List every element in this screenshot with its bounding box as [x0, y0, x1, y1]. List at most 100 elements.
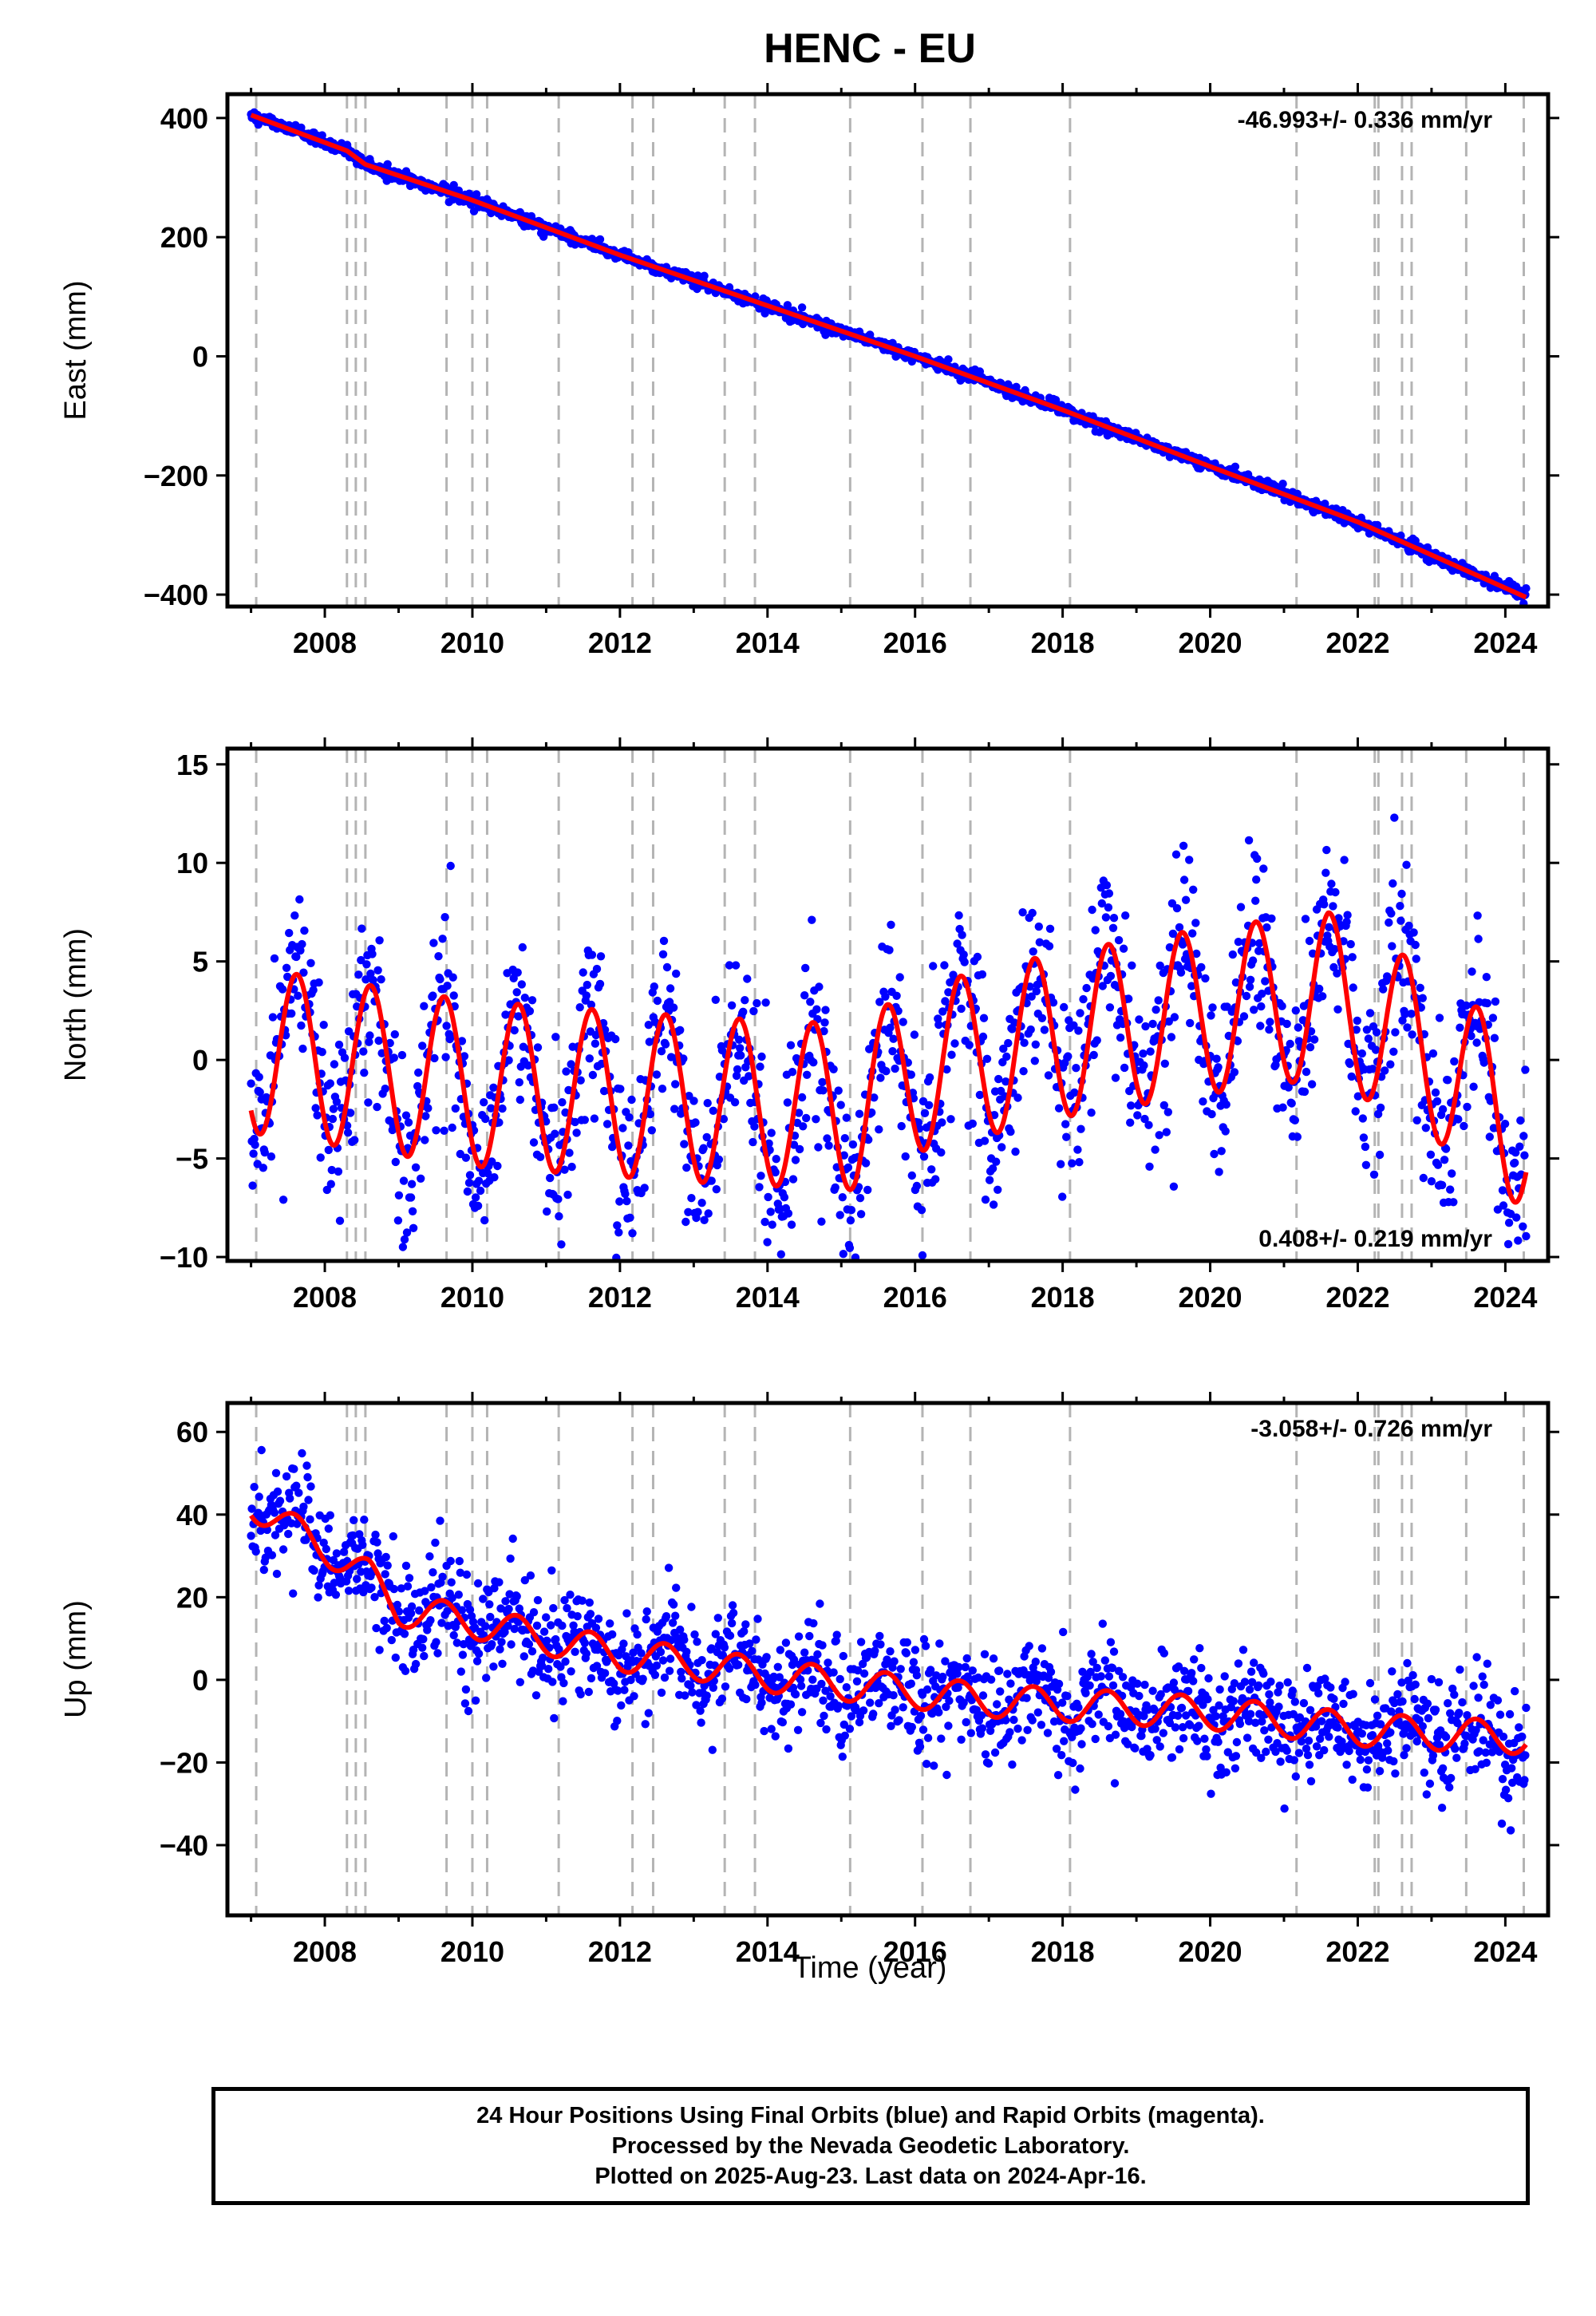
data-point: [1075, 1158, 1084, 1167]
data-point: [712, 1185, 721, 1194]
data-point: [1384, 974, 1393, 982]
data-point: [1151, 1725, 1159, 1733]
data-point: [1096, 1672, 1106, 1681]
data-point: [1522, 1231, 1531, 1241]
data-point: [1167, 1753, 1177, 1762]
data-point: [282, 963, 291, 973]
data-point: [1267, 914, 1276, 923]
data-point: [433, 1649, 442, 1658]
data-point: [791, 1690, 800, 1699]
data-point: [1179, 1733, 1188, 1743]
data-point: [934, 1708, 943, 1717]
data-point: [1341, 1678, 1349, 1686]
data-point: [1369, 1170, 1379, 1180]
data-point: [980, 1136, 990, 1145]
data-point: [375, 936, 384, 945]
data-point: [1191, 919, 1200, 927]
data-point: [1302, 1663, 1312, 1673]
data-point: [930, 1761, 938, 1770]
data-point: [1520, 1776, 1529, 1784]
data-point: [1009, 1715, 1018, 1725]
data-point: [259, 1565, 268, 1575]
data-point: [672, 1583, 681, 1592]
data-point: [657, 1688, 666, 1697]
data-point: [919, 1152, 929, 1161]
data-point: [1305, 936, 1314, 946]
data-point: [935, 1639, 944, 1648]
data-point: [432, 1638, 440, 1646]
data-point: [562, 1067, 571, 1076]
data-point: [1104, 1672, 1114, 1681]
data-point: [1451, 1745, 1460, 1753]
data-point: [1438, 1764, 1448, 1773]
data-point: [520, 994, 529, 1002]
data-point: [1127, 1101, 1136, 1110]
data-point: [1385, 918, 1393, 927]
data-point: [1207, 1109, 1216, 1119]
data-point: [1271, 1747, 1280, 1757]
data-point: [354, 970, 363, 979]
data-point: [1035, 938, 1045, 947]
data-point: [1365, 1678, 1375, 1688]
data-point: [821, 1686, 830, 1695]
data-point: [985, 1176, 994, 1184]
data-point: [1515, 1142, 1524, 1151]
data-point: [942, 1065, 951, 1074]
data-point: [679, 1054, 688, 1063]
data-point: [571, 1647, 579, 1656]
data-point: [474, 1176, 484, 1185]
data-point: [606, 1619, 614, 1628]
data-point: [519, 1652, 528, 1661]
data-point: [794, 1109, 804, 1117]
x-tick-label: 2014: [736, 626, 800, 659]
data-point: [1318, 992, 1327, 1001]
data-point: [1188, 929, 1197, 938]
data-point: [910, 1030, 919, 1039]
data-point: [501, 1597, 510, 1606]
data-point: [561, 1108, 570, 1117]
data-point: [1498, 1186, 1507, 1195]
data-point: [965, 1041, 974, 1049]
data-point: [1325, 1733, 1333, 1741]
data-point: [741, 996, 749, 1005]
data-point: [487, 1104, 496, 1113]
data-point: [316, 1153, 325, 1162]
data-point: [1178, 940, 1187, 949]
data-point: [840, 1731, 850, 1740]
data-point: [1019, 1067, 1028, 1076]
data-point: [1288, 1686, 1298, 1695]
data-point: [691, 1118, 700, 1127]
data-point: [909, 1658, 918, 1666]
data-point: [1311, 1722, 1321, 1731]
data-point: [944, 1721, 953, 1730]
data-point: [1199, 1701, 1207, 1709]
data-point: [1005, 1728, 1014, 1737]
data-point: [1504, 1219, 1514, 1227]
data-point: [1362, 1026, 1372, 1034]
data-point: [847, 1712, 856, 1721]
data-point: [929, 962, 938, 970]
data-point: [1124, 1740, 1132, 1749]
data-point: [306, 1515, 314, 1524]
data-point: [1287, 1099, 1296, 1108]
data-point: [627, 1095, 636, 1105]
data-point: [1234, 938, 1243, 947]
data-point: [464, 1706, 473, 1716]
data-point: [400, 1630, 409, 1638]
data-point: [1212, 1054, 1221, 1063]
data-point: [989, 1200, 998, 1209]
data-point: [711, 995, 720, 1005]
data-point: [255, 1088, 264, 1097]
data-point: [1215, 1685, 1224, 1694]
data-point: [302, 1461, 311, 1470]
data-point: [493, 1161, 502, 1171]
data-point: [1346, 939, 1355, 949]
data-point: [1159, 1649, 1169, 1658]
data-point: [327, 1165, 336, 1175]
data-point: [703, 1099, 712, 1108]
data-point: [588, 1070, 598, 1080]
data-point: [640, 1184, 649, 1192]
data-point: [641, 1720, 650, 1729]
data-point: [523, 1061, 533, 1070]
data-point: [1412, 954, 1420, 963]
